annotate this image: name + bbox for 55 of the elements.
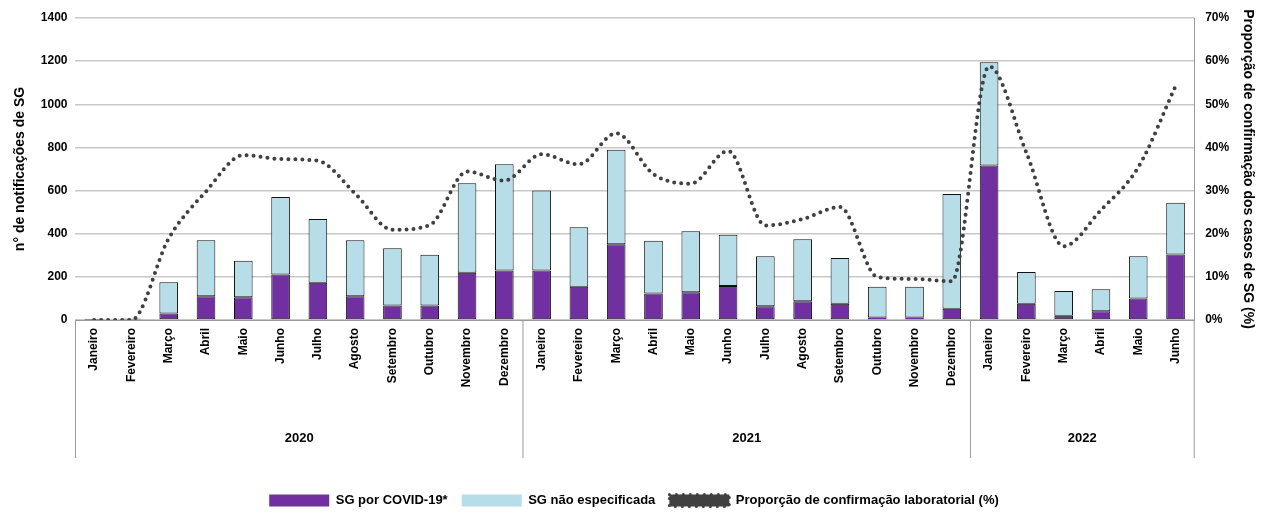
x-tick-label: Agosto [794, 328, 809, 370]
x-tick-label: Agosto [347, 328, 362, 370]
x-tick-label: Maio [1130, 328, 1145, 356]
x-tick-label: Junho [1167, 328, 1182, 364]
y-tick-label: 800 [47, 139, 68, 154]
x-tick-label: Setembro [832, 328, 847, 384]
legend-label: SG não especificada [528, 492, 657, 508]
y-tick-label: 1000 [40, 96, 68, 111]
x-tick-label: Abril [1093, 328, 1108, 356]
x-tick-label: Novembro [459, 328, 474, 388]
text: 2021 [732, 429, 762, 445]
x-tick-label: Fevereiro [571, 328, 586, 383]
y2-tick-label: 0% [1205, 312, 1223, 327]
y-tick-label: 400 [47, 226, 68, 241]
x-tick-label: Março [161, 328, 176, 364]
x-tick-label: Outubro [869, 328, 884, 376]
y2-tick-label: 50% [1205, 96, 1230, 111]
x-tick-label: Maio [683, 328, 698, 356]
x-tick-label: Janeiro [86, 328, 101, 371]
y2-tick-label: 10% [1205, 269, 1230, 284]
x-tick-label: Janeiro [533, 328, 548, 371]
x-tick-label: Março [608, 328, 623, 364]
legend-label: SG por COVID-19* [335, 492, 449, 508]
x-tick-label: Novembro [906, 328, 921, 388]
x-tick-label: Julho [757, 328, 772, 360]
x-tick-label: Junho [272, 328, 287, 364]
x-tick-label: Março [1055, 328, 1070, 364]
y-tick-label: 1200 [40, 53, 68, 68]
x-tick-label: Junho [720, 328, 735, 364]
x-tick-label: Abril [198, 328, 213, 356]
x-tick-label: Janeiro [981, 328, 996, 371]
x-tick-label: Dezembro [496, 328, 511, 387]
x-tick-label: Fevereiro [1018, 328, 1033, 383]
y2-tick-label: 60% [1205, 53, 1230, 68]
x-tick-label: Outubro [422, 328, 437, 376]
x-tick-label: Setembro [384, 328, 399, 384]
y-tick-label: 200 [47, 269, 68, 284]
y2-tick-label: 20% [1205, 226, 1230, 241]
x-tick-label: Abril [645, 328, 660, 356]
x-tick-label: Dezembro [944, 328, 959, 387]
y-tick-label: 1400 [40, 10, 68, 25]
y-tick-label: 600 [47, 182, 68, 197]
x-tick-label: Julho [310, 328, 325, 360]
x-tick-label: Fevereiro [123, 328, 138, 383]
y-axis-title: n° de notificações de SG [11, 86, 28, 252]
legend-label: Proporção de confirmação laboratorial (%) [735, 492, 999, 508]
y-tick-label: 0 [60, 312, 68, 327]
text: 2020 [284, 429, 314, 445]
text: 2022 [1067, 429, 1097, 445]
y2-tick-label: 40% [1205, 139, 1230, 154]
y2-tick-label: 70% [1205, 10, 1230, 25]
x-tick-label: Maio [235, 328, 250, 356]
y2-tick-label: 30% [1205, 182, 1230, 197]
y2-axis-title: Proporção de confirmação dos casos de SG (%) [1240, 9, 1257, 329]
line-series [92, 64, 1178, 320]
